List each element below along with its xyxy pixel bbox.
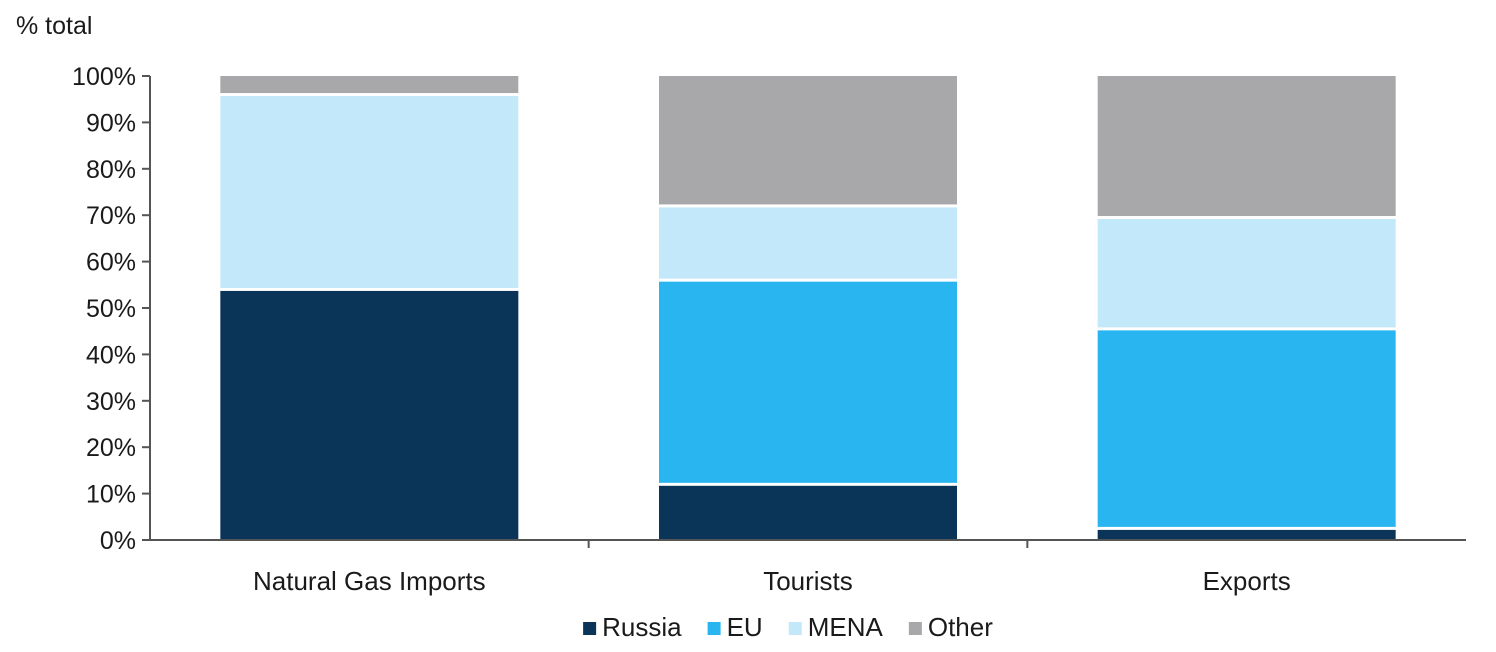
legend-label-russia: Russia	[602, 612, 682, 642]
bar-eu-exports	[1097, 330, 1396, 527]
y-tick-label: 0%	[100, 527, 136, 555]
category-label: Exports	[1203, 566, 1291, 596]
y-tick-label: 40%	[86, 341, 136, 369]
bars-group	[220, 76, 1396, 540]
bar-russia-natural-gas-imports	[220, 290, 519, 540]
y-tick-label: 70%	[86, 202, 136, 230]
y-tick-label: 30%	[86, 388, 136, 416]
bar-mena-natural-gas-imports	[220, 96, 519, 288]
bar-other-exports	[1097, 76, 1396, 217]
legend-label-other: Other	[928, 612, 993, 642]
legend: Russia EU MENA Other	[583, 612, 993, 642]
legend-swatch-russia	[583, 622, 597, 635]
bar-other-natural-gas-imports	[220, 76, 519, 94]
bar-russia-exports	[1097, 529, 1396, 540]
y-tick-label: 10%	[86, 481, 136, 509]
legend-label-eu: EU	[727, 612, 763, 642]
category-label: Natural Gas Imports	[253, 566, 486, 596]
legend-swatch-other	[908, 622, 922, 635]
axes-group	[142, 75, 1466, 548]
legend-label-mena: MENA	[808, 612, 884, 642]
y-tick-label: 90%	[86, 109, 136, 137]
bar-mena-tourists	[659, 207, 957, 279]
legend-swatch-mena	[788, 622, 802, 635]
legend-swatch-eu	[707, 622, 721, 635]
y-tick-label: 60%	[86, 249, 136, 277]
category-labels: Natural Gas Imports Tourists Exports	[253, 566, 1291, 596]
bar-eu-tourists	[659, 281, 957, 483]
y-tick-label: 50%	[86, 295, 136, 323]
y-tick-label: 100%	[72, 63, 136, 91]
y-axis-unit-label: % total	[16, 12, 92, 40]
y-tick-label: 20%	[86, 434, 136, 462]
y-tick-labels: 0% 10% 20% 30% 40% 50% 60% 70% 80% 90% 100%	[72, 63, 136, 555]
bar-other-tourists	[659, 76, 957, 205]
bar-russia-tourists	[659, 485, 957, 540]
y-tick-label: 80%	[86, 156, 136, 184]
category-label: Tourists	[763, 566, 853, 596]
bar-mena-exports	[1097, 219, 1396, 328]
